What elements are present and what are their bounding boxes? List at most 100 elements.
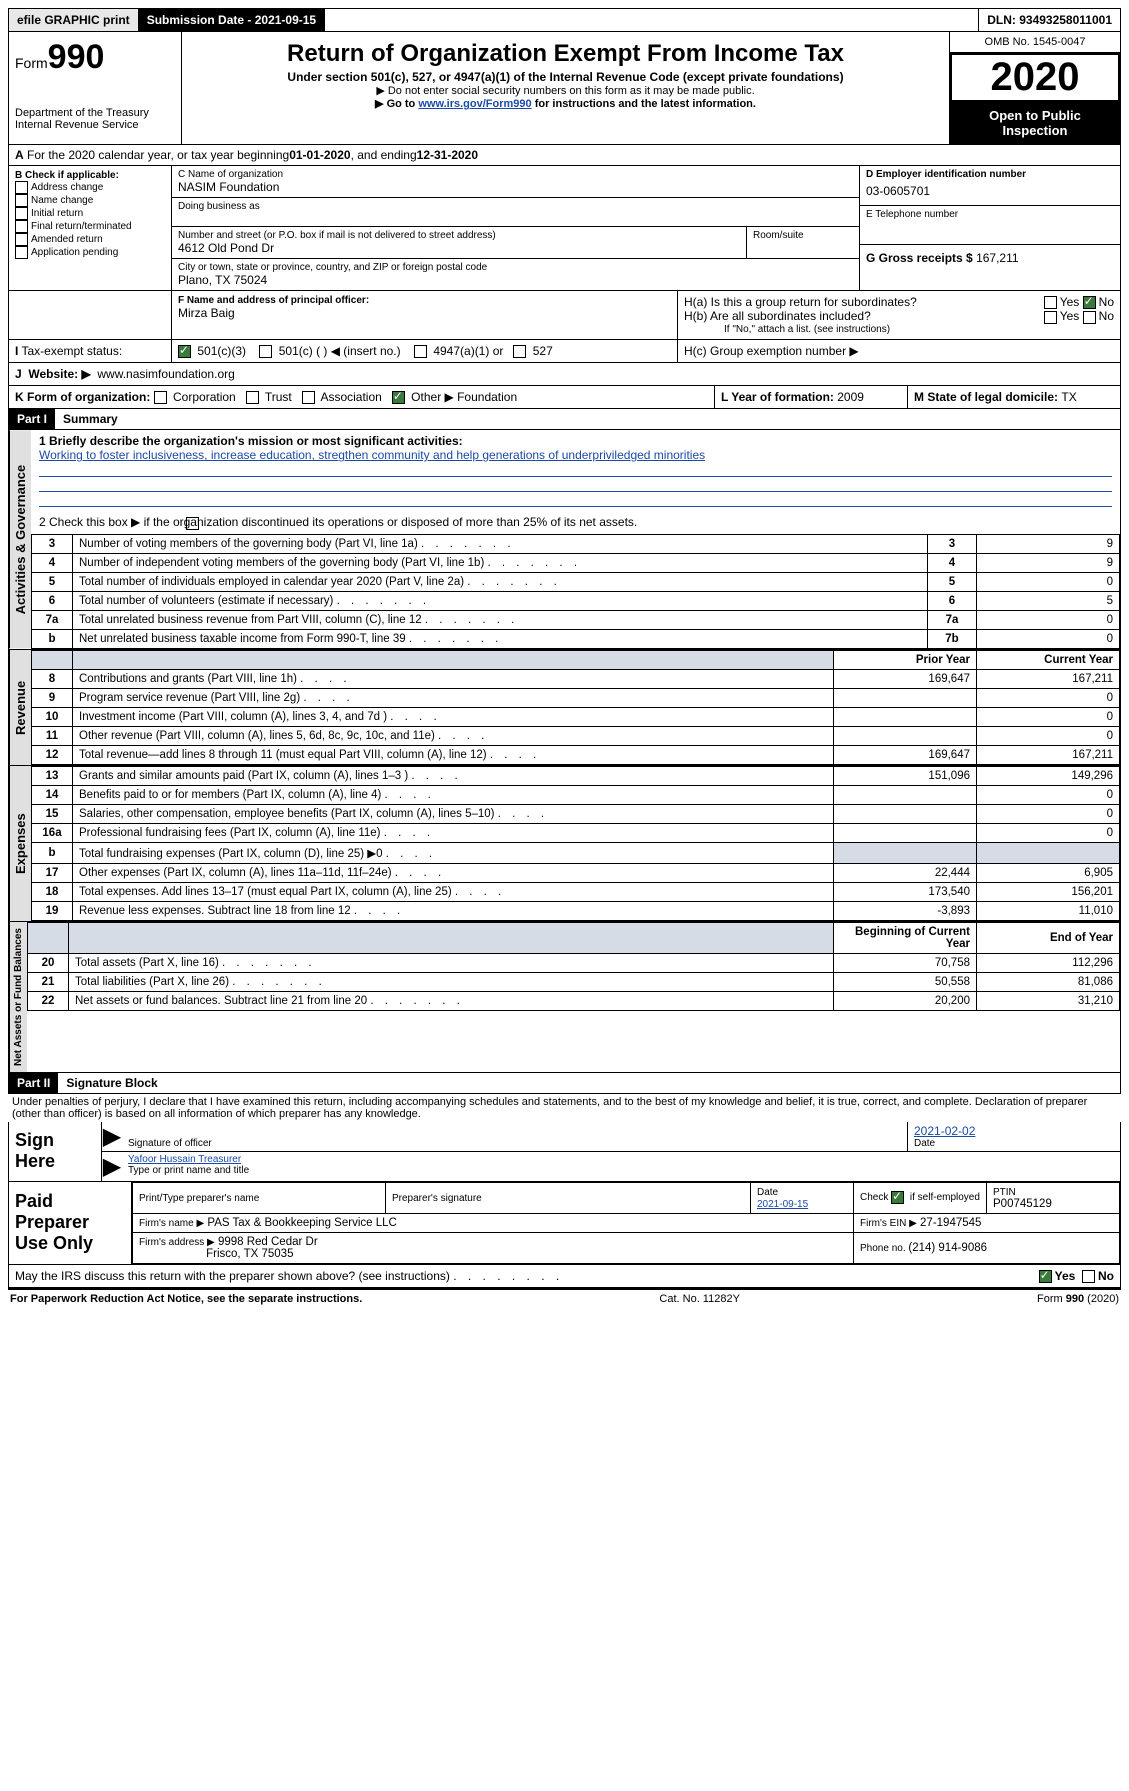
- checkbox-501c[interactable]: [259, 345, 272, 358]
- checkbox-hb-yes[interactable]: [1044, 311, 1057, 324]
- dept-treasury: Department of the Treasury: [15, 107, 175, 119]
- checkbox-initial-return[interactable]: [15, 207, 28, 220]
- dln-label: DLN:: [987, 13, 1019, 27]
- checkbox-trust[interactable]: [246, 391, 259, 404]
- revenue-table: Prior YearCurrent Year 8Contributions an…: [31, 650, 1120, 765]
- checkbox-ha-yes[interactable]: [1044, 296, 1057, 309]
- label-address-change: Address change: [31, 182, 103, 193]
- table-row: 4Number of independent voting members of…: [32, 553, 1120, 572]
- firm-ein-label: Firm's EIN ▶: [860, 1218, 917, 1229]
- col-end-year: End of Year: [977, 922, 1120, 953]
- checkbox-discuss-no[interactable]: [1082, 1270, 1095, 1283]
- table-row: 10Investment income (Part VIII, column (…: [32, 707, 1120, 726]
- submission-date-value: 2021-09-15: [255, 13, 316, 27]
- checkbox-corp[interactable]: [154, 391, 167, 404]
- checkbox-amended-return[interactable]: [15, 233, 28, 246]
- line-a: A For the 2020 calendar year, or tax yea…: [8, 145, 1121, 166]
- table-row: 18Total expenses. Add lines 13–17 (must …: [32, 882, 1120, 901]
- table-row: 19Revenue less expenses. Subtract line 1…: [32, 901, 1120, 920]
- open-to-public: Open to Public Inspection: [950, 102, 1120, 144]
- col-current-year: Current Year: [977, 650, 1120, 669]
- arrow-icon-2: ▶: [102, 1152, 122, 1181]
- efile-graphic-print-button[interactable]: efile GRAPHIC print: [9, 9, 139, 31]
- checkbox-other[interactable]: [392, 391, 405, 404]
- form-header: Form990 Department of the Treasury Inter…: [8, 32, 1121, 145]
- table-row: 21Total liabilities (Part X, line 26) . …: [28, 972, 1120, 991]
- sign-here-section: Sign Here ▶ Signature of officer 2021-02…: [8, 1122, 1121, 1182]
- ha-yes: Yes: [1060, 295, 1080, 309]
- tab-expenses: Expenses: [9, 766, 31, 921]
- hb-no: No: [1099, 309, 1114, 323]
- line-a-begin: 01-01-2020: [289, 148, 350, 162]
- opt-assoc: Association: [320, 390, 381, 404]
- checkbox-ha-no[interactable]: [1083, 296, 1096, 309]
- checkbox-application-pending[interactable]: [15, 246, 28, 259]
- section-b-title: B Check if applicable:: [15, 170, 119, 181]
- note2-post: for instructions and the latest informat…: [532, 98, 756, 110]
- form-subtitle: Under section 501(c), 527, or 4947(a)(1)…: [188, 70, 943, 84]
- perjury-text: Under penalties of perjury, I declare th…: [8, 1094, 1121, 1122]
- form-number: Form990: [15, 38, 175, 77]
- line-a-end: 12-31-2020: [417, 148, 478, 162]
- discuss-row: May the IRS discuss this return with the…: [8, 1265, 1121, 1288]
- expenses-section: Expenses 13Grants and similar amounts pa…: [8, 766, 1121, 922]
- ptin-label: PTIN: [993, 1187, 1016, 1198]
- table-row: 6Total number of volunteers (estimate if…: [32, 591, 1120, 610]
- firm-addr1: 9998 Red Cedar Dr: [218, 1236, 318, 1248]
- checkbox-discuss-yes[interactable]: [1039, 1270, 1052, 1283]
- c-room-label: Room/suite: [753, 230, 853, 241]
- prep-date: 2021-09-15: [757, 1199, 808, 1210]
- prep-date-label: Date: [757, 1187, 778, 1198]
- label-initial-return: Initial return: [31, 208, 83, 219]
- checkbox-assoc[interactable]: [302, 391, 315, 404]
- opt-corp: Corporation: [173, 390, 236, 404]
- d-ein-label: D Employer identification number: [866, 169, 1026, 180]
- table-row: 9Program service revenue (Part VIII, lin…: [32, 688, 1120, 707]
- prep-sig-label: Preparer's signature: [392, 1193, 482, 1204]
- line-a-mid: , and ending: [351, 148, 417, 162]
- checkbox-hb-no[interactable]: [1083, 311, 1096, 324]
- irs-form990-link[interactable]: www.irs.gov/Form990: [418, 98, 531, 110]
- part2-header-row: Part II Signature Block: [8, 1073, 1121, 1094]
- phone-value: (214) 914-9086: [908, 1242, 987, 1254]
- label-amended-return: Amended return: [31, 234, 103, 245]
- opt-501c3: 501(c)(3): [197, 344, 246, 358]
- q1-label: 1 Briefly describe the organization's mi…: [39, 434, 463, 448]
- table-row: 20Total assets (Part X, line 16) . . . .…: [28, 953, 1120, 972]
- note2-pre: ▶ Go to: [375, 98, 418, 110]
- checkbox-self-employed[interactable]: [891, 1191, 904, 1204]
- k-label: K Form of organization:: [15, 390, 150, 404]
- part1-header: Part I: [9, 409, 55, 429]
- omb-number: OMB No. 1545-0047: [950, 32, 1120, 53]
- check-self-label: Check if self-employed: [860, 1192, 980, 1203]
- opt-527: 527: [533, 344, 553, 358]
- col-prior-year: Prior Year: [834, 650, 977, 669]
- checkbox-501c3[interactable]: [178, 345, 191, 358]
- firm-ein: 27-1947545: [920, 1217, 981, 1229]
- form-foot-year: (2020): [1084, 1293, 1119, 1305]
- org-street: 4612 Old Pond Dr: [178, 241, 740, 255]
- h-b-note: If "No," attach a list. (see instruction…: [684, 324, 1114, 335]
- table-row: 11Other revenue (Part VIII, column (A), …: [32, 726, 1120, 745]
- checkbox-4947a1[interactable]: [414, 345, 427, 358]
- officer-name: Yafoor Hussain Treasurer: [128, 1154, 1114, 1165]
- firm-addr-label: Firm's address ▶: [139, 1237, 215, 1248]
- table-row: 5Total number of individuals employed in…: [32, 572, 1120, 591]
- checkbox-name-change[interactable]: [15, 194, 28, 207]
- opt-4947a1: 4947(a)(1) or: [433, 344, 503, 358]
- state-domicile: TX: [1061, 390, 1076, 404]
- net-head-blank: [28, 922, 69, 953]
- col-begin-year: Beginning of Current Year: [834, 922, 977, 953]
- firm-name-label: Firm's name ▶: [139, 1218, 204, 1229]
- checkbox-discontinued[interactable]: [186, 517, 199, 530]
- checkbox-final-return[interactable]: [15, 220, 28, 233]
- rev-head-blank: [32, 650, 73, 669]
- form-title: Return of Organization Exempt From Incom…: [188, 40, 943, 68]
- checkbox-address-change[interactable]: [15, 181, 28, 194]
- table-row: bNet unrelated business taxable income f…: [32, 629, 1120, 648]
- form-prefix: Form: [15, 55, 48, 71]
- type-name-label: Type or print name and title: [128, 1165, 1114, 1176]
- form-foot-prefix: Form: [1037, 1293, 1066, 1305]
- checkbox-527[interactable]: [513, 345, 526, 358]
- org-name: NASIM Foundation: [178, 180, 853, 194]
